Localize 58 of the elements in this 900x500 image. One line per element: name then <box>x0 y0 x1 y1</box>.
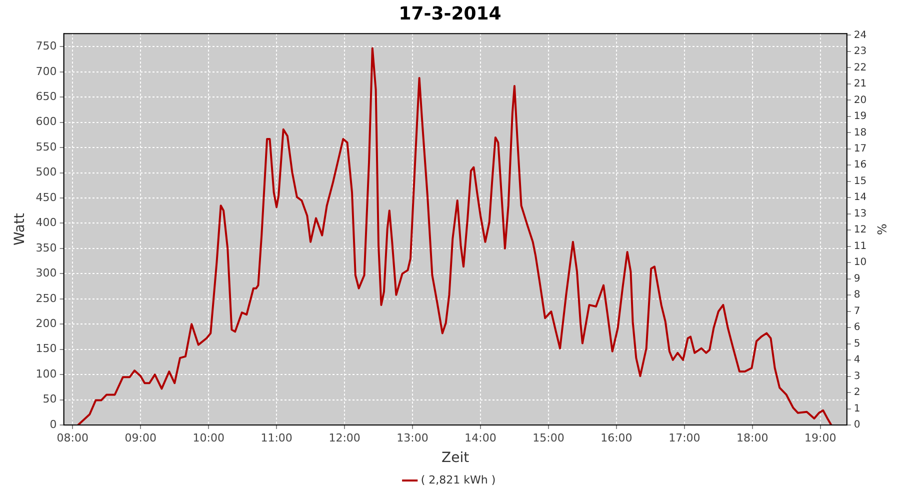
y2-tick-label: 13 <box>854 208 867 220</box>
y2-tick-label: 20 <box>854 94 867 106</box>
y2-tick-label: 19 <box>854 111 867 122</box>
legend-label: ( 2,821 kWh ) <box>420 473 496 486</box>
y-tick-label: 500 <box>36 166 57 179</box>
y-tick-label: 50 <box>42 392 57 406</box>
y-tick-label: 100 <box>36 367 57 380</box>
y2-tick-label: 1 <box>854 403 860 414</box>
x-tick-label: 09:00 <box>124 431 156 444</box>
y2-tick-label: 7 <box>854 306 860 317</box>
y-tick-label: 600 <box>36 115 57 128</box>
y-tick-label: 550 <box>36 140 57 154</box>
x-tick-label: 12:00 <box>328 431 360 444</box>
x-tick-label: 16:00 <box>600 431 632 444</box>
y2-tick-label: 2 <box>854 387 860 398</box>
y2-tick-label: 5 <box>854 338 860 350</box>
y-axis-title: Watt <box>12 212 28 246</box>
y-tick-label: 300 <box>36 266 57 280</box>
y2-tick-label: 11 <box>854 240 867 252</box>
y-tick-label: 350 <box>36 241 57 254</box>
x-tick-label: 17:00 <box>668 431 700 444</box>
x-tick-label: 11:00 <box>260 431 292 444</box>
x-tick-label: 19:00 <box>804 431 836 444</box>
y2-axis-title: % <box>874 224 889 236</box>
x-tick-label: 10:00 <box>192 431 224 444</box>
y-tick-label: 450 <box>36 190 57 204</box>
x-tick-label: 15:00 <box>532 431 564 444</box>
x-axis-title: Zeit <box>442 450 470 466</box>
y2-tick-label: 18 <box>854 127 867 138</box>
y-tick-label: 250 <box>36 292 57 305</box>
y2-tick-label: 15 <box>854 176 867 187</box>
y-tick-label: 700 <box>36 64 57 78</box>
y2-tick-label: 4 <box>854 354 860 366</box>
x-tick-label: 13:00 <box>396 431 428 444</box>
x-tick-label: 08:00 <box>56 431 88 444</box>
y2-tick-label: 10 <box>854 257 867 268</box>
y-tick-label: 650 <box>36 90 57 104</box>
y-tick-label: 400 <box>36 216 57 230</box>
y2-tick-label: 17 <box>854 144 867 154</box>
y2-tick-label: 24 <box>854 30 867 41</box>
y2-tick-label: 0 <box>854 420 860 431</box>
y2-tick-label: 16 <box>854 160 867 171</box>
y2-tick-label: 9 <box>854 273 860 284</box>
y-tick-label: 750 <box>36 40 57 53</box>
y2-tick-label: 21 <box>854 78 867 90</box>
y2-tick-label: 6 <box>854 322 860 334</box>
chart-title: 17-3-2014 <box>398 3 502 24</box>
x-tick-label: 18:00 <box>736 431 768 444</box>
y2-tick-label: 22 <box>854 62 867 74</box>
y2-tick-label: 8 <box>854 290 860 301</box>
y-tick-label: 200 <box>36 316 57 330</box>
y2-tick-label: 12 <box>854 224 867 236</box>
y2-tick-label: 23 <box>854 46 867 58</box>
y-tick-label: 0 <box>50 418 57 431</box>
y2-tick-label: 3 <box>854 370 860 382</box>
x-tick-label: 14:00 <box>464 431 496 444</box>
y-tick-label: 150 <box>36 342 57 356</box>
y2-tick-label: 14 <box>854 192 867 204</box>
